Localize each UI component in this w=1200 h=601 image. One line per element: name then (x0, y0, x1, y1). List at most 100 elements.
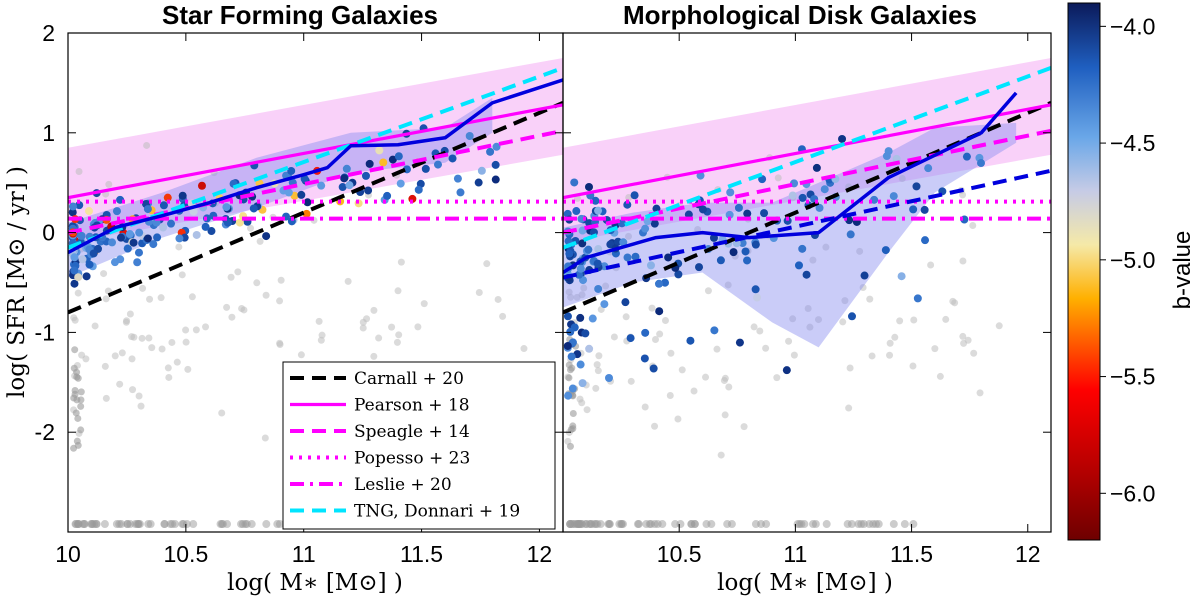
grey-point (565, 374, 573, 382)
galaxy-point (743, 256, 752, 265)
galaxy-point (654, 279, 663, 288)
grey-point (165, 373, 173, 381)
galaxy-point (143, 234, 152, 243)
galaxy-point (477, 166, 486, 175)
galaxy-point (465, 131, 474, 140)
grey-point (569, 520, 578, 529)
right-plot-frame (562, 32, 1052, 533)
grey-point (667, 349, 675, 357)
galaxy-point (760, 209, 769, 218)
right-median-line (563, 91, 1018, 274)
galaxy-point (456, 188, 465, 197)
galaxy-point (153, 233, 162, 242)
grey-point (247, 224, 255, 232)
galaxy-point (68, 202, 77, 211)
galaxy-point (394, 152, 403, 161)
grey-point (82, 355, 90, 363)
legend-box (282, 361, 556, 530)
galaxy-point (921, 236, 930, 245)
grey-point (475, 288, 483, 296)
galaxy-point (207, 227, 216, 236)
legend-label: Popesso + 23 (354, 449, 470, 469)
right-x-axis-label: log( M∗ [M⊙] ) (717, 570, 893, 596)
grey-point (587, 520, 596, 529)
grey-point (276, 339, 284, 347)
grey-point (158, 345, 166, 353)
grey-point (949, 297, 957, 305)
grey-point (594, 367, 602, 375)
grey-point (101, 362, 109, 370)
grey-point (910, 316, 918, 324)
grey-point (92, 520, 101, 529)
galaxy-point (300, 174, 309, 183)
grey-point (859, 520, 868, 529)
galaxy-point (414, 185, 423, 194)
galaxy-point (649, 364, 658, 373)
galaxy-point (70, 279, 79, 288)
grey-point (822, 243, 830, 251)
legend-label: Carnall + 20 (354, 369, 464, 389)
grey-point (806, 323, 814, 331)
galaxy-point (621, 298, 630, 307)
grey-point (866, 295, 874, 303)
galaxy-point (920, 205, 929, 214)
left-median-line (68, 78, 563, 255)
grey-point (148, 344, 156, 352)
galaxy-point (564, 391, 573, 400)
right-panel-title: Morphological Disk Galaxies (623, 0, 977, 30)
galaxy-point (798, 244, 807, 253)
grey-point (740, 423, 748, 431)
y-tick-label: 0 (42, 220, 55, 246)
galaxy-point (364, 186, 373, 195)
galaxy-point (192, 230, 201, 239)
grey-point (143, 141, 151, 149)
grey-point (105, 180, 113, 188)
galaxy-point (924, 164, 933, 173)
grey-point (520, 345, 528, 353)
colorbar-tick-label: −4.5 (1110, 130, 1155, 156)
left-galaxy-scatter (68, 124, 501, 288)
grey-point (394, 287, 402, 295)
right-galaxy-scatter (563, 134, 986, 400)
grey-point (178, 271, 186, 279)
grey-point (100, 270, 108, 278)
grey-point (253, 279, 261, 287)
galaxy-point (641, 328, 650, 337)
colorbar-ticks: −4.0 −4.5 −5.0 −5.5 −6.0 (1100, 13, 1155, 506)
grey-point (317, 336, 325, 344)
galaxy-point (751, 240, 760, 249)
grey-point (276, 297, 284, 305)
grey-point (72, 520, 81, 529)
galaxy-point (881, 246, 890, 255)
grey-point (602, 282, 610, 290)
galaxy-point (189, 207, 198, 216)
galaxy-point (788, 191, 797, 200)
grey-point (189, 520, 198, 529)
grey-point (843, 520, 852, 529)
galaxy-point (78, 255, 87, 264)
galaxy-point (85, 260, 94, 269)
galaxy-point (116, 233, 125, 242)
galaxy-point (751, 285, 760, 294)
right-x-tick-label: 10.5 (657, 541, 702, 567)
galaxy-point (743, 209, 752, 218)
left-line-speagle-14 (68, 128, 563, 235)
grey-point (720, 377, 728, 385)
grey-point (262, 291, 270, 299)
grey-point (238, 520, 247, 529)
grey-point (297, 351, 305, 359)
grey-point (494, 295, 502, 303)
grey-point (256, 237, 264, 245)
grey-point (874, 520, 883, 529)
galaxy-point (591, 196, 600, 205)
galaxy-point (604, 374, 613, 383)
galaxy-point (753, 293, 762, 302)
left-median-band (68, 97, 493, 278)
grey-point (139, 284, 147, 292)
grey-point (70, 444, 78, 452)
grey-point (959, 257, 967, 265)
grey-point (182, 326, 190, 334)
y-axis-label: log( SFR [M⊙ / yr] ) (4, 166, 30, 398)
left-x-axis-label: log( M∗ [M⊙] ) (227, 570, 403, 596)
